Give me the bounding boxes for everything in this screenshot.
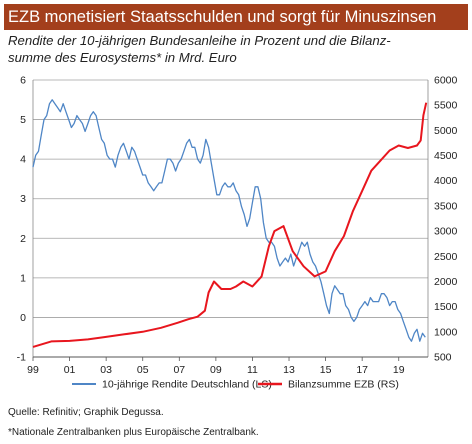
right-tick-label: 1500 bbox=[434, 301, 458, 313]
series-line-rendite bbox=[32, 99, 426, 342]
x-tick-label: 11 bbox=[247, 364, 258, 376]
legend-label-rendite: 10-jährige Rendite Deutschland (LS) bbox=[102, 379, 272, 391]
left-tick-label: 3 bbox=[20, 193, 26, 205]
x-tick-label: 15 bbox=[320, 364, 332, 376]
right-tick-label: 3000 bbox=[434, 226, 458, 238]
plot-frame bbox=[32, 80, 429, 358]
grid-lines bbox=[33, 79, 428, 358]
right-tick-label: 1000 bbox=[434, 326, 458, 338]
right-tick-label: 4500 bbox=[434, 150, 458, 162]
x-tick-label: 01 bbox=[64, 364, 76, 376]
subtitle-line-1: Rendite der 10-jährigen Bundesanleihe in… bbox=[8, 33, 391, 48]
x-tick-label: 05 bbox=[137, 364, 149, 376]
left-tick-label: 4 bbox=[20, 154, 26, 166]
series-layer bbox=[32, 99, 428, 348]
right-tick-label: 2500 bbox=[434, 251, 458, 263]
right-tick-label: 500 bbox=[434, 352, 452, 364]
chart-subtitle: Rendite der 10-jährigen Bundesanleihe in… bbox=[8, 32, 463, 66]
left-tick-label: 6 bbox=[20, 75, 26, 87]
right-tick-label: 6000 bbox=[434, 75, 458, 87]
left-tick-label: 2 bbox=[20, 233, 26, 245]
source-note: Quelle: Refinitiv; Graphik Degussa. bbox=[8, 407, 164, 418]
right-tick-label: 3500 bbox=[434, 200, 458, 212]
left-tick-label: 0 bbox=[20, 312, 26, 324]
left-tick-label: 1 bbox=[20, 272, 26, 284]
x-tick-label: 99 bbox=[27, 364, 39, 376]
subtitle-line-2: summe des Eurosystems* in Mrd. Euro bbox=[8, 50, 237, 65]
x-tick-label: 07 bbox=[173, 364, 185, 376]
right-tick-label: 2000 bbox=[434, 276, 458, 288]
right-tick-label: 5500 bbox=[434, 100, 458, 112]
x-tick-label: 17 bbox=[356, 364, 368, 376]
x-tick-label: 03 bbox=[100, 364, 112, 376]
x-tick-label: 13 bbox=[283, 364, 295, 376]
left-tick-label: -1 bbox=[17, 352, 26, 364]
footnote: *Nationale Zentralbanken plus Europäisch… bbox=[8, 427, 259, 438]
series-line-bilanzsumme bbox=[32, 102, 428, 348]
right-tick-label: 5000 bbox=[434, 125, 458, 137]
x-tick-label: 19 bbox=[393, 364, 405, 376]
x-tick-label: 09 bbox=[210, 364, 222, 376]
left-tick-label: 5 bbox=[20, 114, 26, 126]
axis-labels: -101234565001000150020002500300035004000… bbox=[17, 75, 458, 377]
right-tick-label: 4000 bbox=[434, 175, 458, 187]
legend: 10-jährige Rendite Deutschland (LS) Bilan… bbox=[72, 379, 399, 391]
legend-label-bilanzsumme: Bilanzsumme EZB (RS) bbox=[288, 379, 399, 391]
chart-title: EZB monetisiert Staatsschulden und sorgt… bbox=[4, 4, 468, 30]
